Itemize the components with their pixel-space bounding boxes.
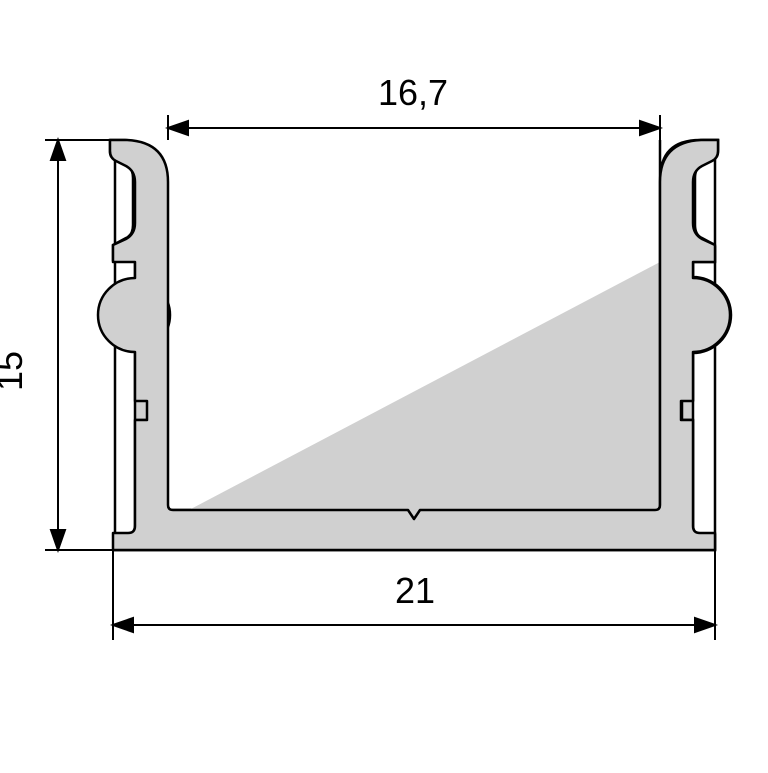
dimension-height [45, 140, 113, 550]
technical-drawing-container: 16,7 21 15 [0, 0, 768, 768]
profile-shape [113, 140, 731, 550]
dimension-inner-width [168, 115, 660, 140]
height-label: 15 [0, 351, 31, 391]
outer-width-label: 21 [395, 570, 435, 612]
profile-drawing [0, 0, 768, 768]
inner-width-label: 16,7 [378, 72, 448, 114]
